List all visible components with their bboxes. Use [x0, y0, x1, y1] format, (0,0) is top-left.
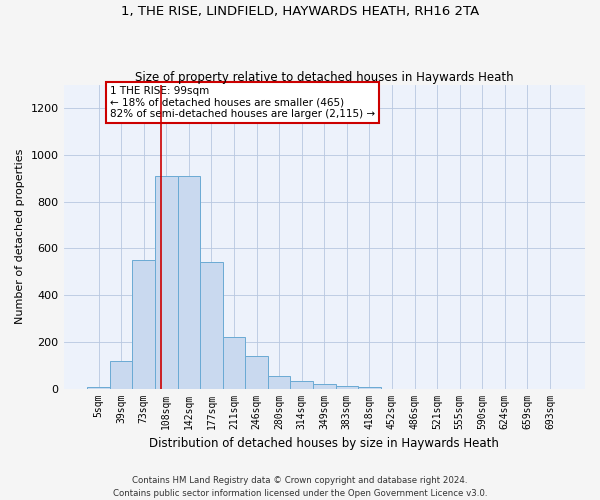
- Y-axis label: Number of detached properties: Number of detached properties: [15, 149, 25, 324]
- X-axis label: Distribution of detached houses by size in Haywards Heath: Distribution of detached houses by size …: [149, 437, 499, 450]
- Bar: [223, 337, 245, 388]
- Text: 1 THE RISE: 99sqm
← 18% of detached houses are smaller (465)
82% of semi-detache: 1 THE RISE: 99sqm ← 18% of detached hous…: [110, 86, 375, 119]
- Bar: [178, 176, 200, 388]
- Title: Size of property relative to detached houses in Haywards Heath: Size of property relative to detached ho…: [135, 70, 514, 84]
- Bar: [110, 360, 133, 388]
- Bar: [155, 176, 178, 388]
- Bar: [245, 356, 268, 388]
- Bar: [268, 376, 290, 388]
- Bar: [313, 384, 335, 388]
- Text: Contains HM Land Registry data © Crown copyright and database right 2024.
Contai: Contains HM Land Registry data © Crown c…: [113, 476, 487, 498]
- Bar: [290, 381, 313, 388]
- Bar: [335, 386, 358, 388]
- Text: 1, THE RISE, LINDFIELD, HAYWARDS HEATH, RH16 2TA: 1, THE RISE, LINDFIELD, HAYWARDS HEATH, …: [121, 5, 479, 18]
- Bar: [133, 260, 155, 388]
- Bar: [200, 262, 223, 388]
